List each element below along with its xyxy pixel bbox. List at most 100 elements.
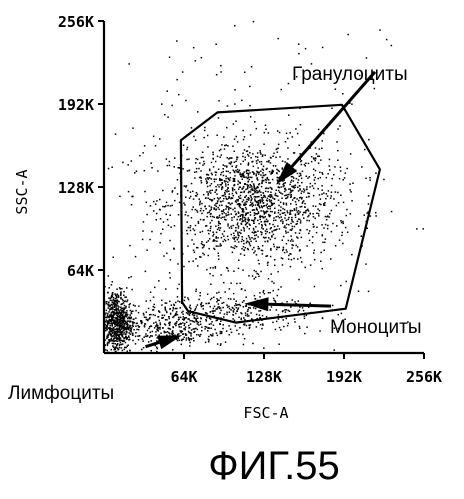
- data-point: [113, 341, 115, 343]
- data-point: [274, 259, 276, 261]
- data-point: [270, 192, 272, 194]
- data-point: [263, 347, 265, 349]
- data-point: [195, 234, 197, 236]
- data-point: [183, 316, 185, 318]
- data-point: [296, 209, 298, 211]
- data-point: [248, 146, 250, 148]
- data-point: [235, 167, 237, 169]
- data-point: [297, 221, 299, 223]
- data-point: [197, 265, 199, 267]
- data-point: [159, 328, 161, 330]
- data-point: [213, 325, 215, 327]
- data-point: [196, 315, 198, 317]
- data-point: [129, 350, 131, 352]
- data-point: [268, 161, 270, 163]
- data-point: [323, 227, 325, 229]
- data-point: [113, 327, 115, 329]
- data-point: [126, 287, 128, 289]
- data-point: [198, 299, 200, 301]
- data-point: [283, 202, 285, 204]
- data-point: [126, 316, 128, 318]
- data-point: [207, 194, 209, 196]
- data-point: [142, 152, 144, 154]
- data-point: [258, 196, 260, 198]
- data-point: [114, 331, 116, 333]
- data-point: [197, 111, 199, 113]
- data-point: [267, 262, 269, 264]
- data-point: [211, 174, 213, 176]
- data-point: [228, 207, 230, 209]
- data-point: [310, 183, 312, 185]
- data-point: [178, 214, 180, 216]
- data-point: [110, 333, 112, 335]
- data-point: [285, 311, 287, 313]
- data-point: [254, 215, 256, 217]
- data-point: [154, 307, 156, 309]
- data-point: [112, 320, 114, 322]
- data-point: [253, 223, 255, 225]
- data-point: [122, 314, 124, 316]
- data-point: [367, 228, 369, 230]
- data-point: [234, 25, 236, 27]
- data-point: [253, 238, 255, 240]
- data-point: [218, 303, 220, 305]
- data-point: [289, 311, 291, 313]
- data-point: [195, 162, 197, 164]
- data-point: [283, 212, 285, 214]
- data-point: [321, 148, 323, 150]
- data-point: [252, 153, 254, 155]
- data-point: [190, 230, 192, 232]
- data-point: [316, 227, 318, 229]
- data-point: [342, 232, 344, 234]
- data-point: [169, 301, 171, 303]
- data-point: [309, 193, 311, 195]
- data-point: [201, 330, 203, 332]
- data-point: [309, 303, 311, 305]
- data-point: [196, 171, 198, 173]
- data-point: [280, 202, 282, 204]
- data-point: [157, 316, 159, 318]
- data-point: [318, 213, 320, 215]
- data-point: [111, 300, 113, 302]
- data-point: [209, 205, 211, 207]
- data-point: [245, 189, 247, 191]
- data-point: [193, 332, 195, 334]
- data-point: [337, 192, 339, 194]
- data-point: [217, 197, 219, 199]
- data-point: [125, 296, 127, 298]
- data-point: [216, 74, 218, 76]
- data-point: [192, 260, 194, 262]
- data-point: [203, 210, 205, 212]
- figure-caption: ФИГ.55: [208, 444, 340, 488]
- data-point: [237, 169, 239, 171]
- data-point: [171, 105, 173, 107]
- data-point: [227, 187, 229, 189]
- data-point: [161, 103, 163, 105]
- data-point: [108, 305, 110, 307]
- data-point: [319, 194, 321, 196]
- data-point: [213, 297, 215, 299]
- data-point: [142, 338, 144, 340]
- data-point: [245, 157, 247, 159]
- data-point: [129, 339, 131, 341]
- data-point: [177, 179, 179, 181]
- data-point: [243, 240, 245, 242]
- data-point: [339, 239, 341, 241]
- data-point: [164, 114, 166, 116]
- data-point: [234, 248, 236, 250]
- data-point: [145, 333, 147, 335]
- data-point: [243, 209, 245, 211]
- data-point: [269, 206, 271, 208]
- data-point: [208, 193, 210, 195]
- data-point: [254, 121, 256, 123]
- data-point: [333, 198, 335, 200]
- data-point: [304, 190, 306, 192]
- data-point: [300, 222, 302, 224]
- data-point: [219, 312, 221, 314]
- data-point: [292, 228, 294, 230]
- data-point: [200, 317, 202, 319]
- data-point: [190, 191, 192, 193]
- data-point: [350, 153, 352, 155]
- data-point: [198, 221, 200, 223]
- data-point: [156, 219, 158, 221]
